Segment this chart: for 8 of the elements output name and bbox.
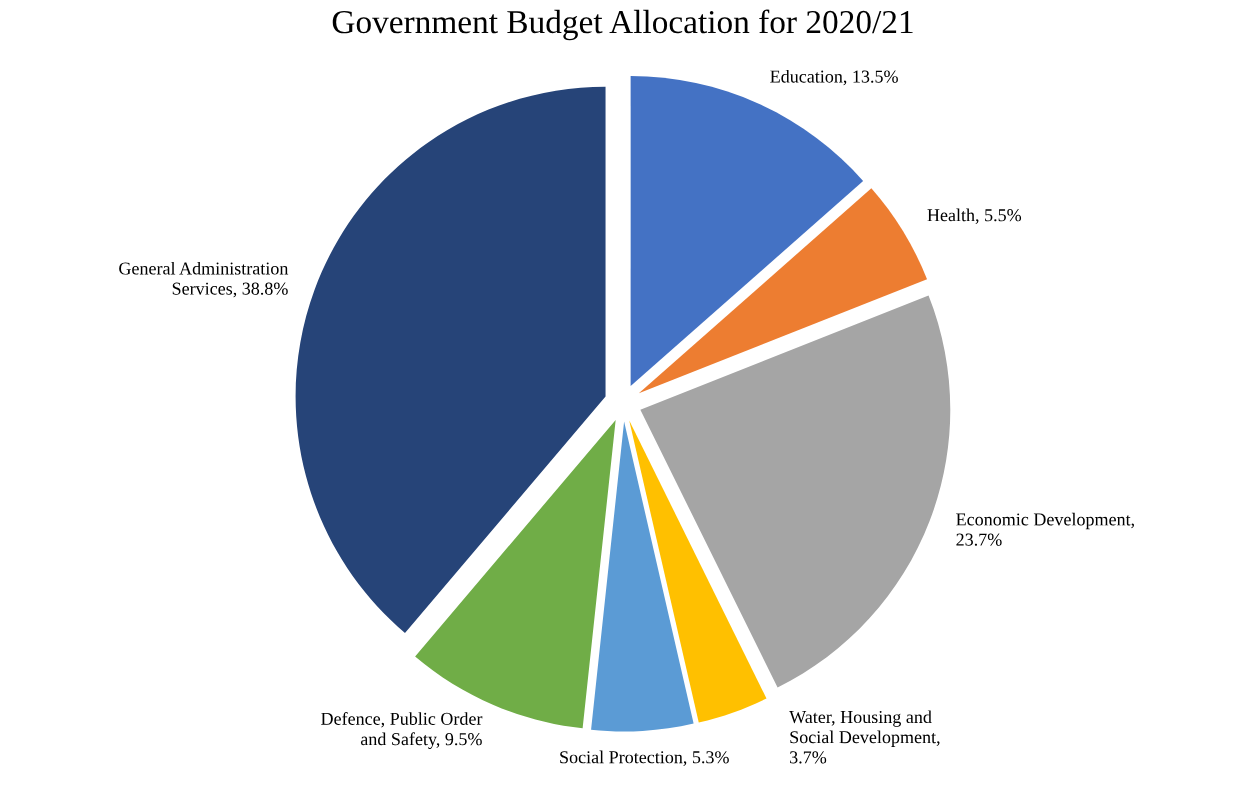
- slice-label: Defence, Public Order and Safety, 9.5%: [321, 711, 483, 749]
- slice-label: Economic Development, 23.7%: [956, 512, 1134, 546]
- slice-label: Water, Housing and Social Development, 3.7%: [789, 710, 940, 764]
- slice-label: Social Protection, 5.3%: [560, 750, 729, 766]
- slice-label: General Administration Services, 38.8%: [119, 261, 289, 298]
- chart-title: Government Budget Allocation for 2020/21: [332, 9, 913, 41]
- slice-label: Education, 13.5%: [770, 69, 898, 86]
- slice-label: Health, 5.5%: [927, 208, 1022, 224]
